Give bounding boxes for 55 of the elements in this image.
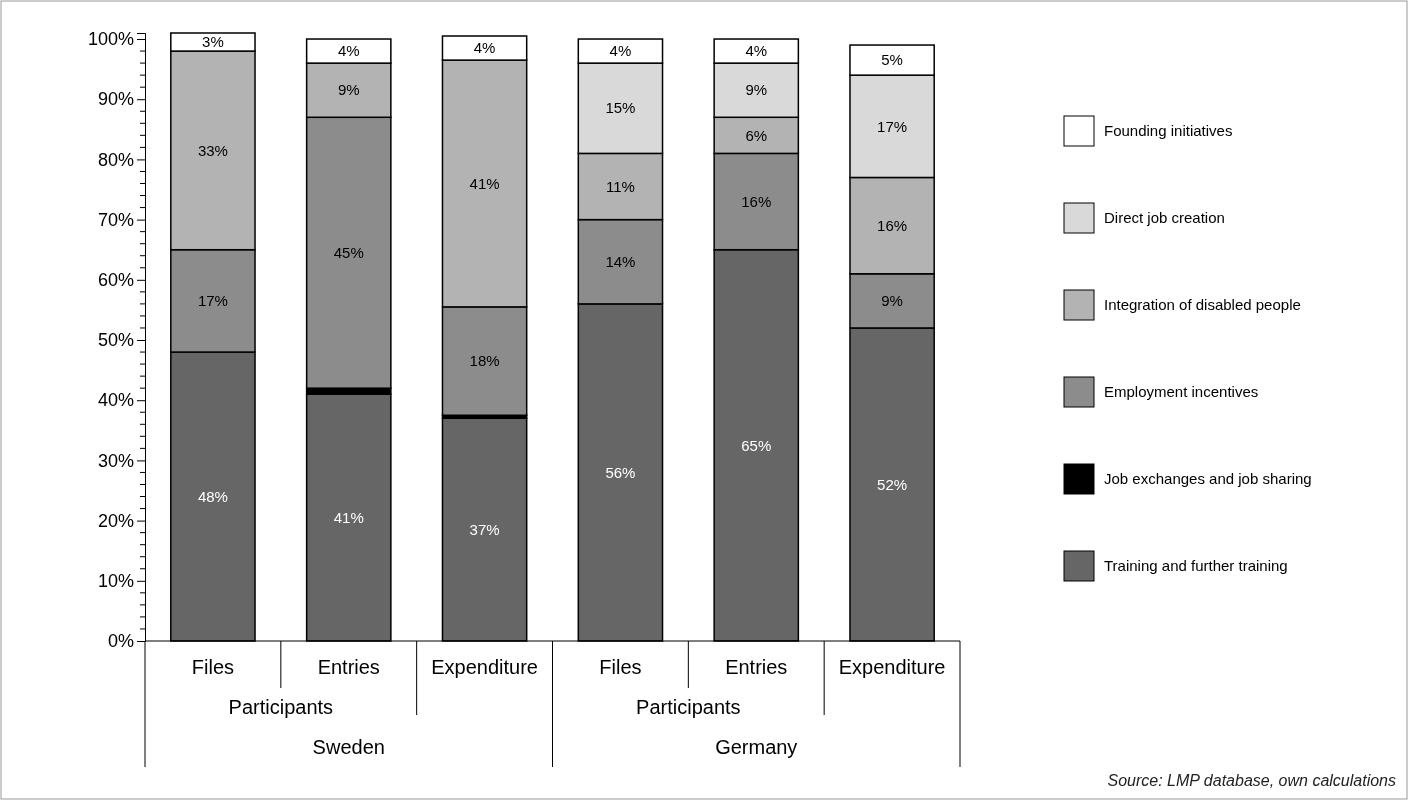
data-label: 5% [881,51,903,69]
y-tick-label: 30% [97,450,134,471]
y-tick-label: 0% [107,631,134,652]
data-label: 48% [197,487,228,505]
data-label: 56% [605,463,636,481]
text: Sweden [312,736,385,758]
data-label: 14% [605,253,636,270]
y-tick-label: 60% [97,270,134,291]
data-label: 9% [745,81,768,99]
data-label: 4% [609,42,632,60]
text: Participants [228,696,334,718]
y-tick-label: 100% [87,29,134,50]
legend-label: Integration of disabled people [1104,296,1301,314]
y-tick-label: 50% [97,330,134,351]
y-tick-label: 20% [97,510,134,531]
data-label: 41% [333,508,364,526]
legend-label: Founding initiatives [1104,122,1233,140]
x-tick-label: Files [599,656,642,678]
x-tick-label: Files [191,656,235,678]
data-label: 52% [877,475,908,493]
legend-label: Training and further training [1104,557,1288,575]
data-label: 45% [333,243,364,261]
data-label: 18% [469,352,500,370]
data-label: 15% [605,99,636,117]
data-label: 4% [473,39,496,57]
data-label: 11% [605,177,635,195]
x-tick-label: Expenditure [838,656,946,678]
legend-label: Direct job creation [1104,209,1225,227]
y-tick-label: 10% [97,571,134,592]
data-label: 17% [877,117,908,135]
legend-label: Job exchanges and job sharing [1104,470,1312,488]
data-label: 33% [197,141,228,159]
data-label: 9% [337,81,360,99]
y-tick-label: 90% [97,89,134,110]
legend-label: Employment incentives [1104,383,1259,401]
data-label: 16% [741,192,772,210]
data-label: 4% [337,42,360,60]
x-tick-label: Entries [725,656,788,678]
text: Germany [715,736,798,758]
data-label: 4% [745,42,768,60]
source-note: Source: LMP database, own calculations [1107,772,1396,789]
y-tick-label: 80% [97,149,134,170]
data-label: 16% [877,216,908,234]
data-label: 41% [469,174,500,192]
data-label: 9% [881,292,903,310]
data-label: 37% [469,520,500,538]
x-tick-label: Entries [317,656,380,678]
data-label: 17% [197,292,228,310]
data-label: 3% [202,33,224,51]
y-tick-label: 70% [97,209,134,230]
x-tick-label: Expenditure [431,656,538,678]
text: Participants [636,696,741,718]
data-label: 65% [741,436,772,454]
y-tick-label: 40% [97,390,134,411]
data-label: 6% [745,126,768,144]
